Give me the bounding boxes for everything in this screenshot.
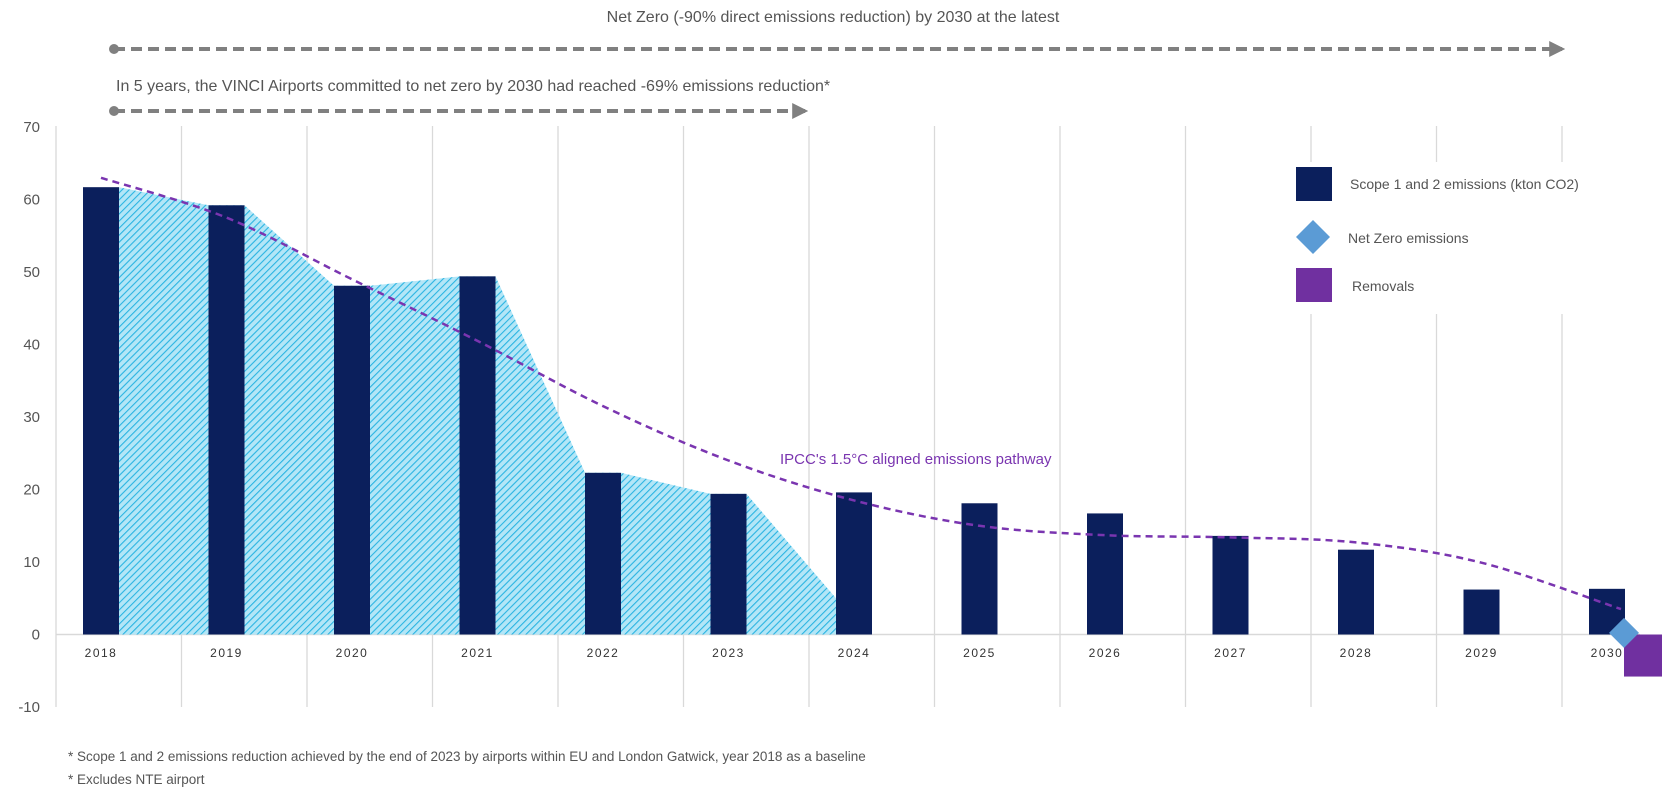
x-tick-label: 2022 [587,646,620,660]
bar-2021 [459,276,496,635]
y-tick-label: 40 [23,337,40,354]
progress-headline: In 5 years, the VINCI Airports committed… [116,78,830,95]
footnote-nte: * Excludes NTE airport [68,772,205,787]
y-tick-label: 0 [32,627,40,644]
net-zero-markers [1609,617,1662,677]
x-tick-label: 2024 [838,646,871,660]
bar-2029 [1463,589,1500,635]
bar-2019 [208,205,245,635]
bar-2023 [710,493,747,635]
x-tick-label: 2026 [1089,646,1122,660]
legend: Scope 1 and 2 emissions (kton CO2) Net Z… [1294,162,1614,314]
bar-2027 [1212,535,1249,635]
legend-label-net-zero: Net Zero emissions [1348,230,1469,246]
bar-2018 [83,187,119,635]
y-tick-label: -10 [18,699,40,716]
pathway-label: IPCC's 1.5°C aligned emissions pathway [780,451,1052,468]
y-tick-label: 30 [23,409,40,426]
legend-label-emissions: Scope 1 and 2 emissions (kton CO2) [1350,176,1579,192]
bar-2020 [334,285,370,635]
pathway [100,176,1622,611]
y-axis: -10 0 10 20 30 40 50 60 70 [18,119,40,716]
legend-background [1294,162,1614,314]
x-tick-label: 2023 [712,646,745,660]
bar-2028 [1338,549,1374,635]
bar-2026 [1087,513,1123,635]
y-tick-label: 60 [23,192,40,209]
x-tick-label: 2025 [963,646,996,660]
y-tick-label: 50 [23,264,40,281]
bar-2024 [836,492,872,635]
y-tick-label: 10 [23,554,40,571]
x-tick-label: 2019 [210,646,243,660]
legend-swatch-removals [1296,268,1332,302]
x-tick-label: 2018 [85,646,118,660]
y-tick-label: 70 [23,119,40,136]
x-tick-label: 2027 [1214,646,1247,660]
x-tick-label: 2028 [1340,646,1373,660]
x-axis: 2018 2019 2020 2021 2022 2023 2024 2025 2026 2027… [85,646,1624,660]
net-zero-diamond-2030 [1609,617,1639,648]
x-tick-label: 2030 [1591,646,1624,660]
ipcc-pathway-line [100,176,1622,611]
x-tick-label: 2029 [1465,646,1498,660]
legend-label-removals: Removals [1352,278,1414,294]
bar-2022 [585,472,621,635]
net-zero-headline: Net Zero (-90% direct emissions reductio… [607,9,1060,26]
legend-swatch-emissions [1296,167,1332,201]
x-tick-label: 2020 [336,646,369,660]
footnote-baseline: * Scope 1 and 2 emissions reduction achi… [68,749,866,764]
x-tick-label: 2021 [461,646,494,660]
y-tick-label: 20 [23,482,40,499]
legend-swatch-net-zero [1296,220,1330,254]
